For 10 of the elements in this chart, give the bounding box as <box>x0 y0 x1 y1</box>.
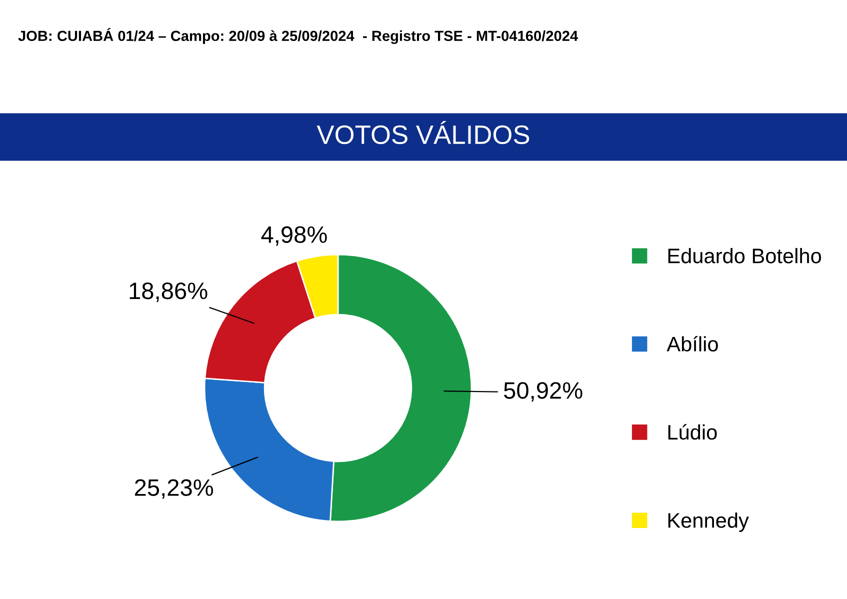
chart-title: VOTOS VÁLIDOS <box>316 120 530 144</box>
data-label: 25,23% <box>134 479 214 499</box>
data-label: 4,98% <box>261 226 327 246</box>
data-label: 50,92% <box>504 382 582 402</box>
legend-label: Eduardo Botelho <box>668 248 822 264</box>
legend-label: Lúdio <box>668 424 717 440</box>
legend-label: Kennedy <box>668 512 749 532</box>
legend-label: Abílio <box>666 336 718 352</box>
text: JOB: CUIABÁ 01/24 – Campo: 20/09 à 25/09/2024 - Registro TSE - MT-04160/2024 <box>18 28 578 44</box>
data-label: 18,86% <box>130 282 208 302</box>
